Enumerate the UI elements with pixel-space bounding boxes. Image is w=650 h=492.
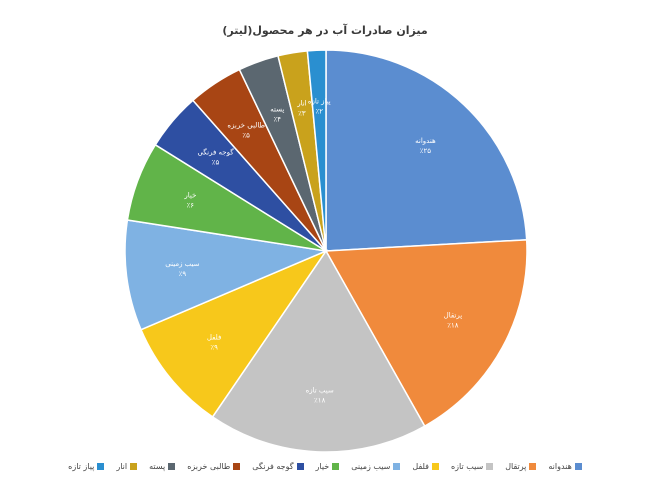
legend-item-8: پسته xyxy=(149,458,176,474)
pie-slice-3 xyxy=(140,249,329,418)
legend-label: فلفل xyxy=(412,461,429,471)
legend-swatch xyxy=(393,462,401,470)
legend-label: پیاز تازه xyxy=(68,461,95,471)
pie-slice-10 xyxy=(306,49,327,252)
slice-label-8: پسته xyxy=(270,106,284,114)
legend-item-9: انار xyxy=(116,458,138,474)
legend-label: سیب تازه xyxy=(450,461,484,471)
legend-label: پرتقال xyxy=(505,461,527,471)
slice-value-2: ٪۱۸ xyxy=(314,397,326,405)
slice-value-6: ٪۵ xyxy=(212,159,220,167)
legend-swatch xyxy=(296,462,304,470)
legend-label: خیار xyxy=(315,461,330,471)
slice-label-6: گوجه فرنگی xyxy=(197,148,234,157)
pie-slice-4 xyxy=(124,219,329,331)
slice-label-1: پرتقال xyxy=(444,312,463,320)
legend-item-3: فلفل xyxy=(412,458,439,474)
legend-swatch xyxy=(97,462,105,470)
slice-label-0: هندوانه xyxy=(415,137,436,145)
legend-swatch xyxy=(332,462,340,470)
pie-slice-0 xyxy=(325,49,528,252)
slice-label-10: پیاز تازه xyxy=(308,97,331,105)
chart-frame: میزان صادرات آب در هر محصول(لیتر) هندوان… xyxy=(14,6,636,486)
legend-item-1: پرتقال xyxy=(505,458,537,474)
legend-item-0: هندوانه xyxy=(548,458,582,474)
pie-chart: هندوانه ٪۲۵ پرتقال ٪۱۸ سیب تازه ٪۱۸ فلفل ٪۹ سیب … xyxy=(124,49,528,453)
legend-item-2: سیب تازه xyxy=(450,458,494,474)
slice-value-4: ٪۹ xyxy=(179,270,187,278)
slice-value-1: ٪۱۸ xyxy=(447,322,459,330)
legend-swatch xyxy=(168,462,176,470)
legend-swatch xyxy=(486,462,494,470)
legend-label: گوجه فرنگی xyxy=(252,461,294,471)
slice-label-3: فلفل xyxy=(207,334,222,342)
legend-label: هندوانه xyxy=(548,461,572,471)
legend-swatch xyxy=(431,462,439,470)
legend-item-4: سیب زمینی xyxy=(351,458,401,474)
legend-swatch xyxy=(574,462,582,470)
legend-label: پسته xyxy=(149,461,166,471)
legend-item-7: طالبی خربزه xyxy=(187,458,241,474)
legend-swatch xyxy=(233,462,241,470)
slice-label-5: خیار xyxy=(183,192,196,200)
slice-value-10: ٪۲ xyxy=(316,107,324,115)
slice-value-9: ٪۳ xyxy=(298,109,306,117)
slice-label-7: طالبی خربزه xyxy=(227,121,265,129)
legend-label: طالبی خربزه xyxy=(187,461,231,471)
legend-swatch xyxy=(529,462,537,470)
legend-label: انار xyxy=(116,461,128,471)
pie-slice-2 xyxy=(211,249,426,453)
slice-value-0: ٪۲۵ xyxy=(420,147,432,155)
pie-slice-1 xyxy=(324,239,528,428)
slice-label-2: سیب تازه xyxy=(306,387,334,395)
slice-label-4: سیب زمینی xyxy=(165,260,199,268)
legend: پیاز تازه انار پسته طالبی خربزه گوجه فرنگی خی… xyxy=(14,458,636,474)
slice-label-9: انار xyxy=(296,99,306,107)
legend-item-6: گوجه فرنگی xyxy=(252,458,304,474)
slice-value-3: ٪۹ xyxy=(210,344,218,352)
slice-value-5: ٪۶ xyxy=(187,202,195,210)
legend-item-10: پیاز تازه xyxy=(68,458,105,474)
slice-value-7: ٪۵ xyxy=(242,131,250,139)
chart-title: میزان صادرات آب در هر محصول(لیتر) xyxy=(222,24,428,37)
legend-label: سیب زمینی xyxy=(351,461,391,471)
legend-swatch xyxy=(130,462,138,470)
legend-item-5: خیار xyxy=(316,458,340,474)
slice-value-8: ٪۴ xyxy=(274,116,282,124)
